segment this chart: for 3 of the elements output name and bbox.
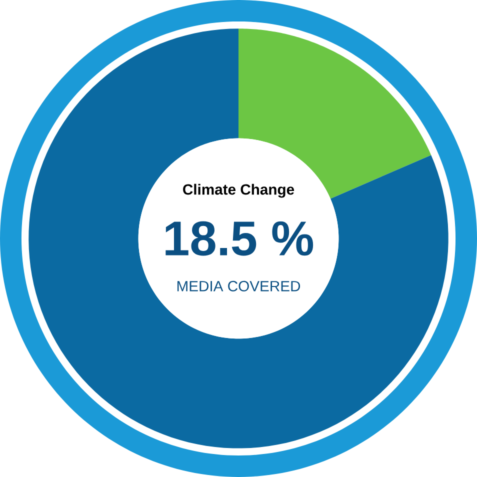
text: Climate Change [183, 184, 294, 198]
text: MEDIA COVERED [177, 280, 300, 292]
text: 18.5 % [166, 221, 314, 256]
